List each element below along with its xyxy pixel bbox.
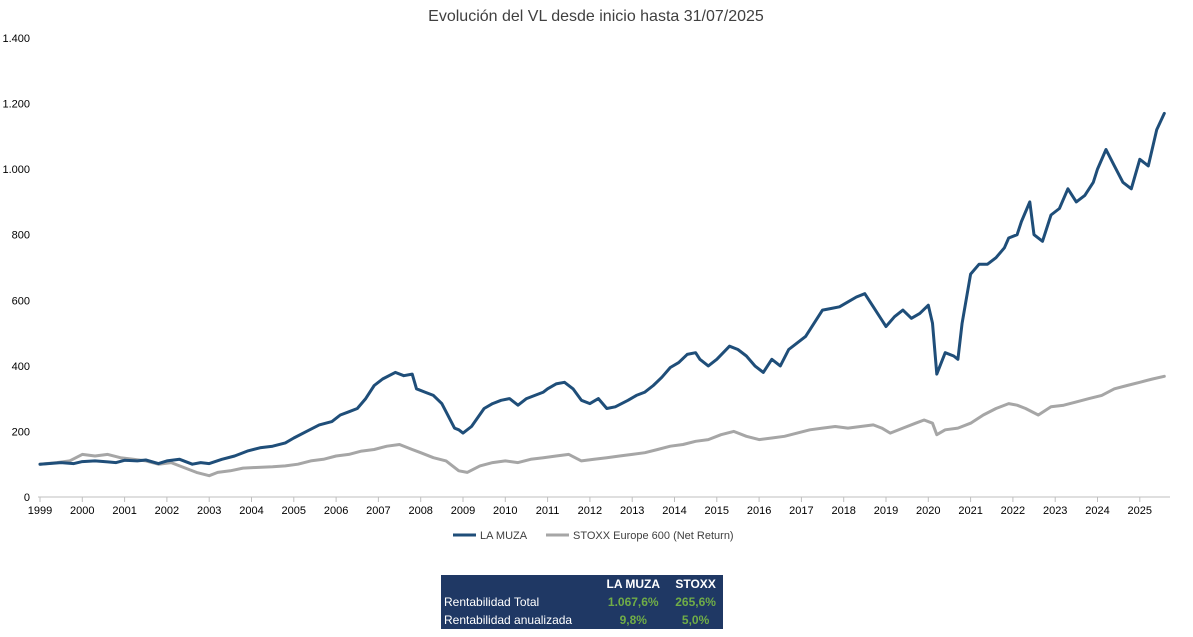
x-tick-label: 2024 (1085, 505, 1109, 517)
x-tick-label: 1999 (28, 505, 52, 517)
x-axis: 1999 2000 2001 2002 2003 2004 2005 2006 2007 2008… (28, 496, 1170, 517)
y-tick-label: 1.000 (2, 164, 30, 176)
x-tick-label: 2015 (705, 505, 729, 517)
stoxx-annualized-return: 5,0% (681, 613, 710, 627)
x-tick-label: 2010 (493, 505, 517, 517)
x-tick-label: 2014 (662, 505, 686, 517)
row-label: Rentabilidad Total (444, 595, 540, 609)
x-tick-label: 2023 (1043, 505, 1067, 517)
legend: LA MUZA STOXX Europe 600 (Net Return) (453, 530, 734, 542)
x-tick-label: 2004 (239, 505, 263, 517)
y-tick-label: 200 (12, 426, 30, 438)
x-tick-label: 2002 (155, 505, 179, 517)
x-tick-label: 2000 (70, 505, 94, 517)
x-tick-label: 2005 (282, 505, 306, 517)
row-label: Rentabilidad anualizada (444, 613, 573, 627)
stoxx-line (38, 374, 1166, 478)
x-tick-label: 2018 (831, 505, 855, 517)
returns-row-total: Rentabilidad Total 1.067,6% 265,6% (441, 593, 723, 611)
x-tick-label: 2012 (578, 505, 602, 517)
y-tick-label: 600 (12, 295, 30, 307)
x-tick-label: 2016 (747, 505, 771, 517)
x-tick-label: 2009 (451, 505, 475, 517)
x-tick-label: 2020 (916, 505, 940, 517)
returns-table-header-blank (441, 575, 598, 593)
x-tick-label: 2011 (536, 505, 560, 517)
x-tick-label: 2017 (789, 505, 813, 517)
returns-table-header: LA MUZA STOXX (441, 575, 723, 593)
la-muza-line (38, 111, 1166, 466)
la-muza-annualized-return: 9,8% (619, 613, 647, 627)
returns-table-header-la-muza: LA MUZA (606, 577, 661, 591)
returns-table-header-stoxx: STOXX (675, 577, 716, 591)
y-tick-label: 1.200 (2, 99, 30, 111)
y-axis: 0 200 400 600 800 1.000 1.200 1.400 (2, 33, 30, 504)
y-tick-label: 0 (24, 492, 30, 504)
series-layer (38, 111, 1166, 478)
legend-label-la-muza: LA MUZA (480, 530, 528, 542)
y-tick-label: 800 (12, 230, 30, 242)
x-tick-label: 2013 (620, 505, 644, 517)
x-tick-label: 2006 (324, 505, 348, 517)
x-tick-label: 2001 (112, 505, 136, 517)
x-tick-label: 2025 (1128, 505, 1152, 517)
legend-label-stoxx: STOXX Europe 600 (Net Return) (573, 530, 734, 542)
chart: Evolución del VL desde inicio hasta 31/0… (2, 8, 1170, 542)
x-tick-label: 2003 (197, 505, 221, 517)
chart-title: Evolución del VL desde inicio hasta 31/0… (428, 8, 764, 25)
returns-row-annualized: Rentabilidad anualizada 9,8% 5,0% (441, 611, 723, 629)
x-tick-label: 2019 (874, 505, 898, 517)
x-tick-label: 2007 (366, 505, 390, 517)
returns-table: LA MUZA STOXX Rentabilidad Total 1.067,6… (441, 575, 723, 629)
stoxx-total-return: 265,6% (675, 595, 716, 609)
y-tick-label: 1.400 (2, 33, 30, 45)
y-tick-label: 400 (12, 361, 30, 373)
la-muza-total-return: 1.067,6% (607, 595, 659, 609)
x-tick-label: 2022 (1001, 505, 1025, 517)
x-tick-label: 2008 (408, 505, 432, 517)
x-tick-label: 2021 (958, 505, 982, 517)
